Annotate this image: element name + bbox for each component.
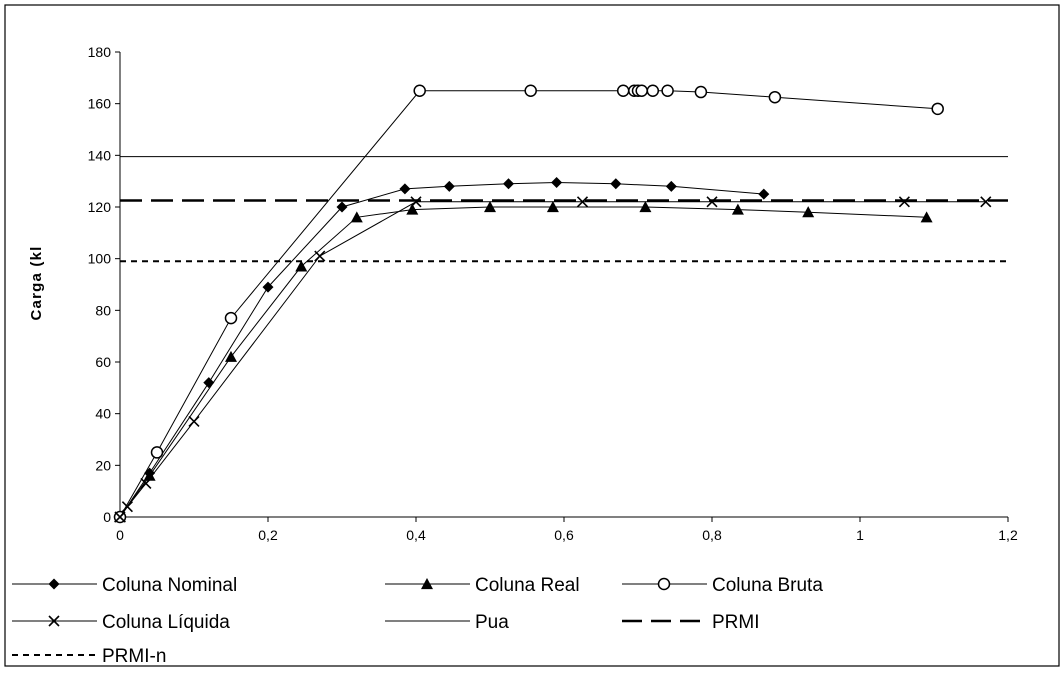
legend-item-pua: Pua bbox=[385, 612, 509, 633]
data-point-coluna-liquida bbox=[121, 501, 133, 513]
legend-marker-coluna-bruta bbox=[657, 577, 671, 591]
legend-item-coluna-liquida: Coluna Líquida bbox=[12, 612, 230, 633]
legend-label-coluna-bruta: Coluna Bruta bbox=[712, 575, 823, 596]
data-point-coluna-nominal bbox=[551, 176, 563, 188]
data-point-coluna-real bbox=[731, 203, 744, 215]
y-tick-label: 140 bbox=[88, 147, 112, 163]
y-tick-label: 180 bbox=[88, 44, 112, 60]
series-coluna-bruta bbox=[113, 84, 944, 524]
legend-label-pua: Pua bbox=[475, 612, 509, 633]
y-tick-label: 160 bbox=[88, 96, 112, 112]
data-point-coluna-nominal bbox=[336, 201, 348, 213]
x-tick-label: 0 bbox=[116, 527, 124, 543]
data-point-coluna-liquida-stroke-b bbox=[314, 250, 326, 262]
data-point-coluna-liquida bbox=[314, 250, 326, 262]
data-point-coluna-liquida-stroke-b bbox=[410, 196, 422, 208]
data-point-coluna-real bbox=[143, 469, 156, 481]
data-point-coluna-nominal bbox=[443, 180, 455, 192]
x-tick-label: 1,2 bbox=[998, 527, 1018, 543]
plot-area: 0 20 40 60 80 100 120 140 160 180 0 0,2 0,4 0,6 0,8 1 1,… bbox=[88, 44, 1018, 543]
y-tick-label: 20 bbox=[95, 457, 111, 473]
legend-label-coluna-real: Coluna Real bbox=[475, 575, 580, 596]
data-point-coluna-liquida bbox=[576, 196, 589, 208]
chart-border bbox=[4, 4, 1060, 667]
legend: Coluna Nominal Coluna Real Coluna Bruta Col… bbox=[12, 575, 823, 667]
data-point-coluna-real bbox=[802, 206, 815, 218]
y-tick-label: 60 bbox=[95, 354, 111, 370]
data-point-coluna-nominal bbox=[610, 178, 622, 190]
data-point-coluna-bruta bbox=[635, 84, 648, 97]
series-line-coluna-real bbox=[119, 206, 927, 518]
data-point-coluna-nominal bbox=[665, 180, 677, 192]
legend-marker-coluna-liquida bbox=[48, 615, 60, 627]
data-point-coluna-liquida-stroke-b bbox=[188, 415, 200, 427]
data-point-coluna-real bbox=[639, 201, 652, 213]
data-point-coluna-liquida-stroke-b bbox=[114, 511, 126, 523]
data-point-coluna-bruta bbox=[413, 84, 426, 97]
data-point-coluna-real bbox=[546, 201, 559, 213]
y-tick-label: 100 bbox=[88, 251, 112, 267]
data-point-coluna-bruta bbox=[524, 84, 537, 97]
legend-item-coluna-bruta: Coluna Bruta bbox=[622, 575, 823, 596]
series-line-coluna-nominal bbox=[119, 181, 764, 518]
legend-label-prmi-n: PRMI-n bbox=[102, 646, 166, 667]
data-point-coluna-real bbox=[225, 350, 237, 362]
data-point-coluna-liquida-stroke-b bbox=[576, 196, 589, 208]
data-point-coluna-bruta bbox=[661, 84, 674, 97]
legend-label-coluna-liquida: Coluna Líquida bbox=[102, 612, 230, 633]
y-tick-label: 120 bbox=[88, 199, 112, 215]
legend-label-prmi: PRMI bbox=[712, 612, 760, 633]
y-tick-label: 80 bbox=[95, 302, 111, 318]
legend-marker-coluna-liquida-stroke-b bbox=[48, 615, 60, 627]
data-point-coluna-bruta bbox=[616, 84, 630, 97]
y-axis-label: Carga (kl bbox=[28, 246, 45, 321]
legend-marker-coluna-nominal bbox=[48, 578, 60, 590]
legend-item-coluna-real: Coluna Real bbox=[385, 575, 580, 596]
data-point-coluna-liquida bbox=[140, 477, 152, 489]
data-point-coluna-liquida bbox=[188, 415, 200, 427]
y-tick-label: 40 bbox=[95, 406, 111, 422]
series-coluna-real bbox=[114, 201, 933, 523]
data-point-coluna-real bbox=[350, 211, 363, 223]
legend-marker-coluna-real bbox=[421, 578, 433, 590]
legend-item-coluna-nominal: Coluna Nominal bbox=[12, 575, 237, 596]
data-point-coluna-bruta bbox=[694, 85, 708, 99]
data-point-coluna-bruta bbox=[150, 446, 164, 459]
y-tick-label: 0 bbox=[103, 509, 111, 525]
legend-item-prmi-n: PRMI-n bbox=[12, 646, 166, 667]
data-point-coluna-liquida-stroke-b bbox=[980, 196, 992, 208]
x-tick-label: 1 bbox=[856, 527, 864, 543]
data-point-coluna-nominal bbox=[262, 281, 274, 293]
data-point-coluna-nominal bbox=[758, 188, 770, 200]
data-point-coluna-bruta bbox=[224, 311, 238, 325]
data-point-coluna-real bbox=[484, 201, 496, 213]
x-tick-label: 0,8 bbox=[702, 527, 722, 543]
legend-label-coluna-nominal: Coluna Nominal bbox=[102, 575, 237, 596]
data-point-coluna-real bbox=[406, 203, 419, 215]
data-point-coluna-liquida-stroke-b bbox=[898, 196, 910, 208]
data-point-coluna-liquida bbox=[706, 196, 718, 208]
x-tick-label: 0,6 bbox=[554, 527, 574, 543]
data-point-coluna-liquida bbox=[114, 511, 126, 523]
data-point-coluna-liquida bbox=[898, 196, 910, 208]
data-point-coluna-nominal bbox=[399, 183, 411, 195]
data-point-coluna-liquida-stroke-b bbox=[140, 477, 152, 489]
legend-item-prmi: PRMI bbox=[622, 612, 760, 633]
data-point-coluna-liquida bbox=[980, 196, 992, 208]
data-point-coluna-bruta bbox=[931, 102, 944, 116]
data-point-coluna-bruta bbox=[646, 84, 660, 97]
x-tick-label: 0,4 bbox=[406, 527, 426, 543]
x-tick-label: 0,2 bbox=[258, 527, 278, 543]
data-point-coluna-liquida-stroke-b bbox=[121, 501, 133, 513]
data-point-coluna-real bbox=[295, 260, 308, 272]
data-point-coluna-liquida bbox=[410, 196, 422, 208]
data-point-coluna-liquida-stroke-b bbox=[706, 196, 718, 208]
data-point-coluna-real bbox=[920, 211, 933, 223]
data-point-coluna-nominal bbox=[503, 178, 514, 190]
data-point-coluna-bruta bbox=[768, 90, 782, 104]
